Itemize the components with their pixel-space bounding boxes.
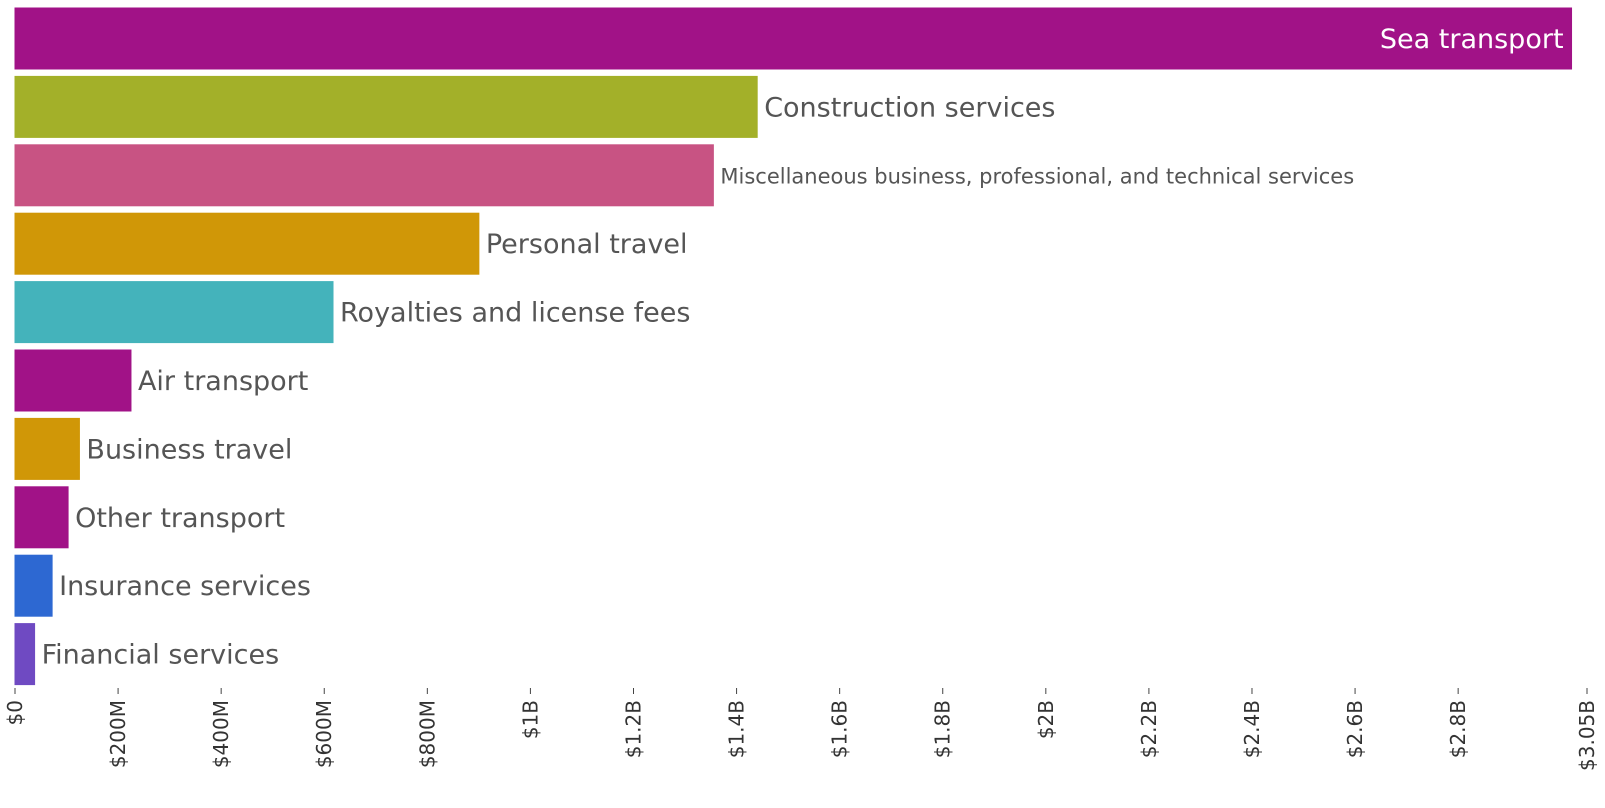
bar-royalties-and-license-fees bbox=[14, 281, 334, 344]
bar-sea-transport bbox=[14, 7, 1573, 70]
x-tick-label: $2.4B bbox=[1240, 700, 1264, 758]
bar-label-other-transport: Other transport bbox=[75, 503, 285, 534]
bar-personal-travel bbox=[14, 212, 480, 275]
x-tick-label: $400M bbox=[209, 700, 233, 768]
x-tick-label: $1B bbox=[518, 700, 542, 739]
x-tick-label: $200M bbox=[106, 700, 130, 768]
x-tick-label: $0 bbox=[3, 700, 27, 725]
x-axis: $0 $200M $400M $600M $800M $1B $1.2B $1.4B $1.6B… bbox=[3, 688, 1599, 771]
bar-label-business-travel: Business travel bbox=[86, 434, 292, 465]
bar-label-air-transport: Air transport bbox=[138, 366, 308, 397]
bar-insurance-services bbox=[14, 554, 53, 617]
bar-label-miscellaneous-business-professional-and-technical-services: Miscellaneous business, professional, an… bbox=[720, 164, 1354, 188]
bar-label-sea-transport: Sea transport bbox=[1380, 24, 1564, 55]
x-tick-label: $1.2B bbox=[621, 700, 645, 758]
x-tick-label: $600M bbox=[312, 700, 336, 768]
x-tick-label: $2.6B bbox=[1343, 700, 1367, 758]
bar-label-financial-services: Financial services bbox=[42, 640, 280, 671]
bars-group bbox=[14, 7, 1573, 686]
bar-business-travel bbox=[14, 417, 80, 480]
x-tick-label: $3.05B bbox=[1575, 700, 1599, 771]
x-tick-label: $1.8B bbox=[931, 700, 955, 758]
bar-air-transport bbox=[14, 349, 132, 412]
x-tick-label: $1.6B bbox=[828, 700, 852, 758]
x-tick-label: $800M bbox=[415, 700, 439, 768]
x-tick-label: $2.8B bbox=[1446, 700, 1470, 758]
bar-label-construction-services: Construction services bbox=[764, 92, 1055, 123]
x-tick-label: $1.4B bbox=[725, 700, 749, 758]
x-tick-label: $2B bbox=[1034, 700, 1058, 739]
bar-miscellaneous-business-professional-and-technical-services bbox=[14, 144, 714, 207]
bar-label-insurance-services: Insurance services bbox=[59, 571, 311, 602]
bar-financial-services bbox=[14, 623, 36, 686]
bar-other-transport bbox=[14, 486, 69, 549]
bar-label-personal-travel: Personal travel bbox=[486, 229, 688, 260]
bar-construction-services bbox=[14, 75, 758, 138]
bar-labels-group: Sea transport Construction services Miscel… bbox=[42, 24, 1564, 671]
bar-label-royalties-and-license-fees: Royalties and license fees bbox=[340, 298, 690, 329]
x-tick-label: $2.2B bbox=[1137, 700, 1161, 758]
